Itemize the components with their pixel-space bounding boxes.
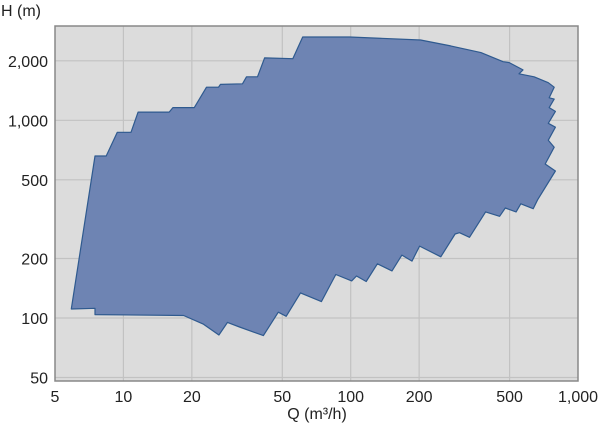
y-tick-label: 500 xyxy=(21,173,48,190)
x-tick-labels: 5 10 20 50 100 200 500 1,000 xyxy=(51,389,599,406)
x-tick-label: 500 xyxy=(496,389,523,406)
y-axis-label: H (m) xyxy=(1,3,41,20)
y-tick-labels: 50 100 200 500 1,000 2,000 xyxy=(8,54,48,388)
y-tick-label: 2,000 xyxy=(8,54,48,71)
x-tick-label: 200 xyxy=(406,389,433,406)
performance-envelope xyxy=(70,36,556,337)
plot-border xyxy=(54,25,579,382)
x-tick-label: 1,000 xyxy=(558,389,598,406)
x-tick-label: 20 xyxy=(183,389,201,406)
y-tick-label: 50 xyxy=(30,370,48,387)
y-tick-label: 100 xyxy=(21,311,48,328)
y-tick-label: 1,000 xyxy=(8,113,48,130)
x-tick-label: 100 xyxy=(337,389,364,406)
y-tick-label: 200 xyxy=(21,251,48,268)
x-tick-label: 10 xyxy=(115,389,133,406)
x-tick-label: 5 xyxy=(51,389,60,406)
x-tick-label: 50 xyxy=(273,389,291,406)
x-axis-label: Q (m³/h) xyxy=(287,406,347,423)
